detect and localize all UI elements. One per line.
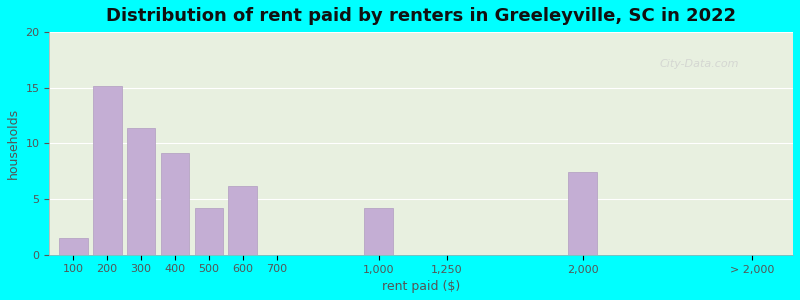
Bar (161, 153, 190, 255)
Bar (126, 128, 155, 255)
Y-axis label: households: households (7, 108, 20, 179)
Bar (229, 186, 258, 255)
Bar (568, 172, 597, 255)
Bar (93, 85, 122, 255)
X-axis label: rent paid ($): rent paid ($) (382, 280, 460, 293)
Text: City-Data.com: City-Data.com (659, 59, 738, 69)
Title: Distribution of rent paid by renters in Greeleyville, SC in 2022: Distribution of rent paid by renters in … (106, 7, 736, 25)
Bar (194, 208, 223, 255)
Bar (364, 208, 393, 255)
Bar (58, 238, 87, 255)
